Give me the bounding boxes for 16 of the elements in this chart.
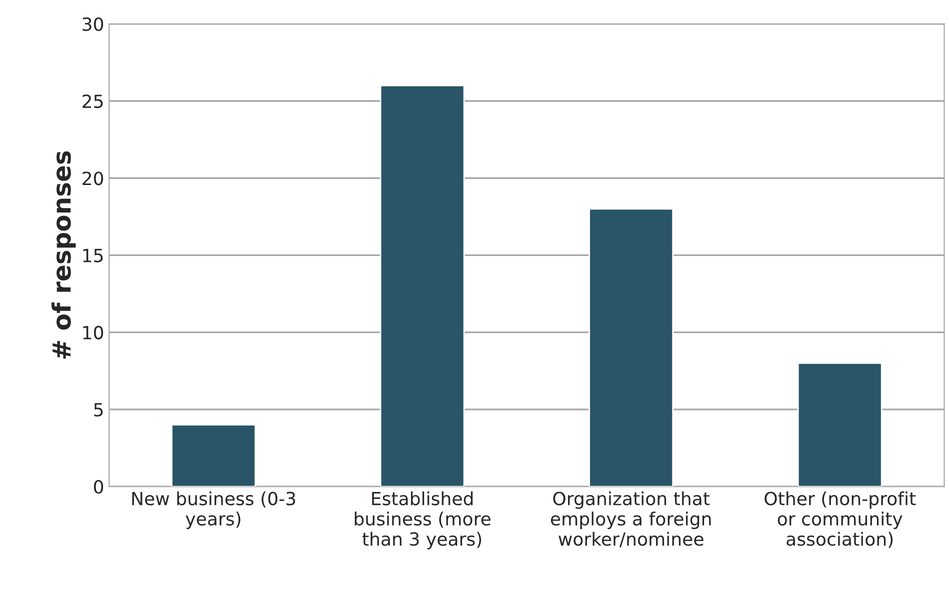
y-tick-label: 15 [83,248,103,262]
x-tick-label: Organization that employs a foreign worker/nominee [550,491,711,548]
y-tick-label: 0 [94,480,104,494]
x-tick-label: New business (0-3 years) [132,491,296,530]
x-tick-label: Established business (more than 3 years) [354,491,490,550]
x-tick-label: Other (non-profit or community association) [764,491,916,548]
bar [380,84,465,487]
y-tick-label: 10 [83,326,104,340]
bar [588,208,674,487]
bar [171,424,256,487]
y-tick-label: 20 [82,172,104,186]
y-axis-title: # of responses [52,151,76,359]
y-tick-label: 30 [82,17,104,31]
y-tick-label: 25 [82,94,103,108]
y-tick-label: 5 [94,403,103,417]
bar [797,362,882,487]
